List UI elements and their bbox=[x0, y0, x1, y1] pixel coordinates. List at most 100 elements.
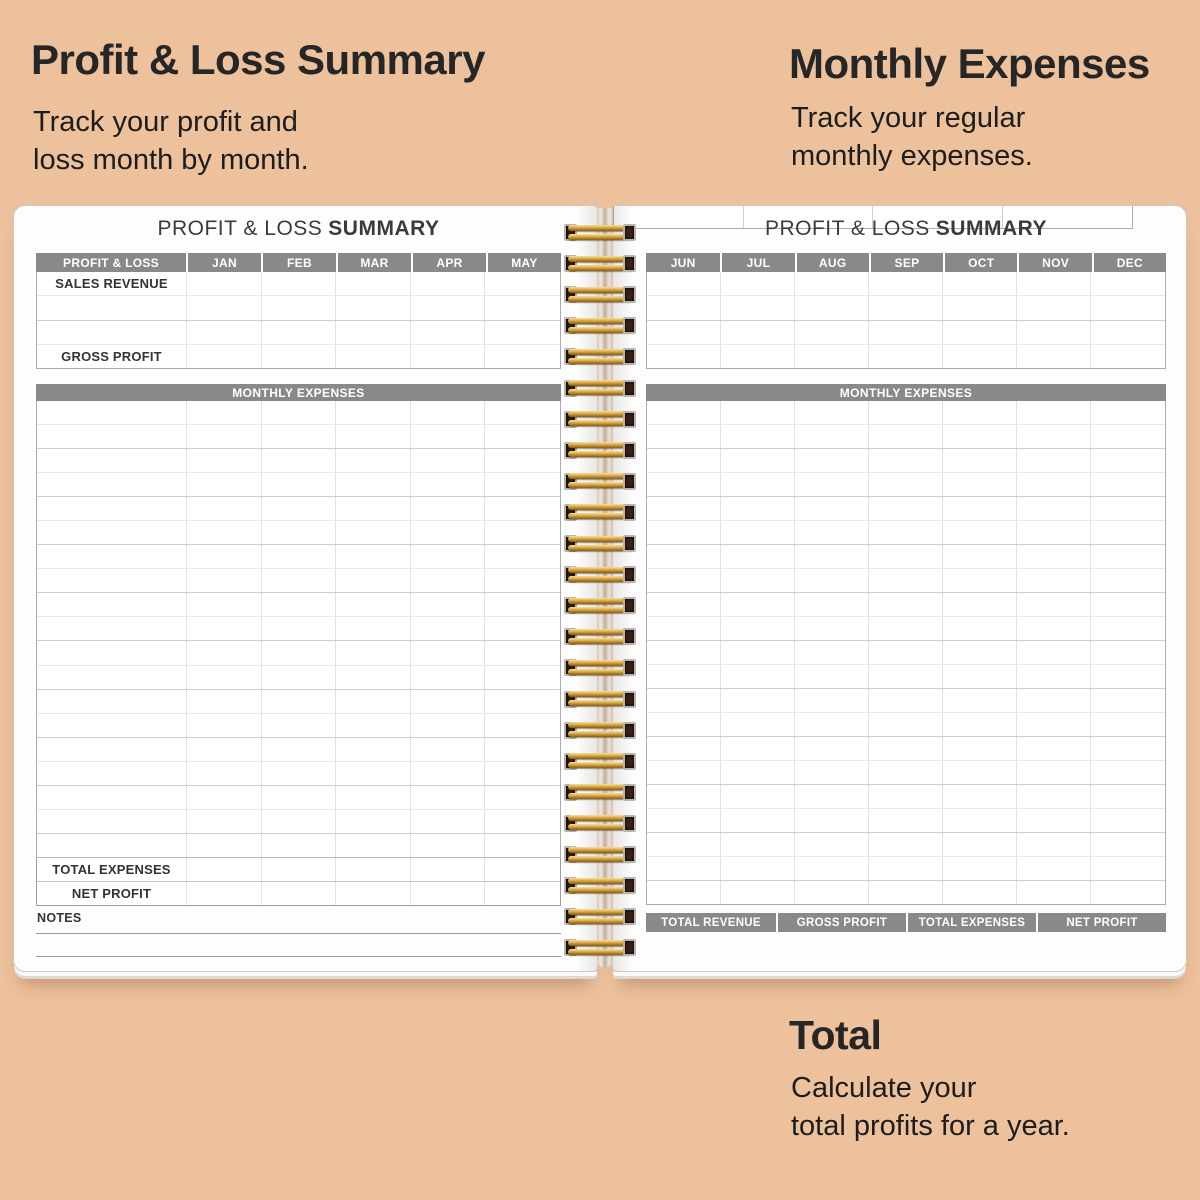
grid-cell bbox=[411, 425, 486, 449]
grid-cell bbox=[795, 617, 869, 640]
row-label: GROSS PROFIT bbox=[37, 344, 187, 368]
grid-cell bbox=[411, 473, 486, 497]
grid-cell bbox=[187, 521, 262, 545]
grid-cell bbox=[485, 521, 560, 544]
grid-cell bbox=[721, 737, 795, 760]
annotation-line: Track your profit and bbox=[33, 106, 298, 138]
grid-cell bbox=[943, 344, 1017, 368]
table-row bbox=[647, 641, 1165, 665]
summary-header-cell: GROSS PROFIT bbox=[776, 913, 906, 932]
grid-cell bbox=[721, 713, 795, 736]
grid-cell bbox=[336, 545, 411, 569]
grid-cell bbox=[795, 320, 869, 344]
table-row bbox=[647, 689, 1165, 713]
grid-cell bbox=[647, 737, 721, 760]
month-header-row: PROFIT & LOSS JAN FEB MAR APR MAY bbox=[36, 253, 561, 272]
grid-cell bbox=[1091, 345, 1165, 368]
grid-cell bbox=[795, 593, 869, 616]
table-row bbox=[647, 449, 1165, 473]
grid-cell bbox=[411, 401, 486, 425]
grid-cell bbox=[869, 401, 943, 424]
grid-cell bbox=[869, 833, 943, 856]
grid-cell bbox=[1091, 473, 1165, 496]
grid-cell bbox=[1017, 449, 1091, 472]
grid-cell bbox=[187, 833, 262, 857]
grid-cell bbox=[336, 521, 411, 545]
header-cell: JUN bbox=[670, 255, 696, 270]
grid-cell bbox=[647, 833, 721, 856]
grid-cell bbox=[647, 296, 721, 320]
grid-cell bbox=[336, 617, 411, 641]
table-row bbox=[647, 425, 1165, 449]
grid-cell bbox=[1091, 881, 1165, 904]
grid-cell bbox=[869, 617, 943, 640]
grid-cell bbox=[262, 521, 337, 545]
grid-cell bbox=[336, 737, 411, 761]
grid-cell bbox=[943, 737, 1017, 760]
grid-cell bbox=[1017, 272, 1091, 296]
notebook: PROFIT & LOSS SUMMARY PROFIT & LOSS JAN FEB… bbox=[0, 205, 1200, 972]
grid-cell bbox=[411, 272, 486, 296]
grid-cell bbox=[485, 738, 560, 761]
table-row bbox=[37, 641, 560, 666]
grid-cell bbox=[869, 449, 943, 472]
grid-cell bbox=[485, 345, 560, 368]
grid-cell bbox=[411, 833, 486, 857]
grid-cell bbox=[411, 296, 486, 320]
grid-cell bbox=[485, 401, 560, 424]
grid-cell bbox=[411, 713, 486, 737]
summary-cell bbox=[744, 206, 873, 228]
table-row bbox=[647, 473, 1165, 497]
grid-cell bbox=[647, 497, 721, 520]
grid-cell bbox=[869, 593, 943, 616]
grid-cell bbox=[187, 593, 262, 617]
table-row bbox=[647, 272, 1165, 297]
grid-cell bbox=[336, 858, 411, 881]
grid-cell bbox=[187, 344, 262, 368]
header-cell: JAN bbox=[186, 253, 261, 272]
grid-cell bbox=[411, 320, 486, 344]
grid-cell bbox=[262, 761, 337, 785]
header-cell: NOV bbox=[1017, 253, 1091, 272]
grid-cell bbox=[943, 641, 1017, 664]
grid-cell bbox=[37, 296, 187, 320]
grid-cell bbox=[336, 641, 411, 665]
table-row bbox=[37, 809, 560, 834]
grid-cell bbox=[485, 272, 560, 295]
grid-cell bbox=[37, 689, 187, 713]
grid-cell bbox=[869, 344, 943, 368]
grid-cell bbox=[1091, 785, 1165, 808]
grid-cell bbox=[869, 545, 943, 568]
grid-cell bbox=[1091, 401, 1165, 424]
header-cell: DEC bbox=[1091, 253, 1166, 272]
grid-cell bbox=[262, 545, 337, 569]
summary-header-cell: TOTAL REVENUE bbox=[661, 916, 761, 929]
grid-cell bbox=[485, 810, 560, 833]
table-row bbox=[37, 425, 560, 450]
page-title-bold: SUMMARY bbox=[328, 217, 440, 240]
grid-cell bbox=[187, 473, 262, 497]
grid-cell bbox=[37, 593, 187, 617]
revenue-section: SALES REVENUE GROSS PROFIT bbox=[36, 272, 561, 369]
grid-cell bbox=[1091, 617, 1165, 640]
grid-cell bbox=[647, 449, 721, 472]
grid-cell bbox=[1017, 881, 1091, 904]
grid-cell bbox=[721, 497, 795, 520]
header-cell: JUL bbox=[720, 253, 794, 272]
grid-cell bbox=[1091, 593, 1165, 616]
annotation-monthly-expenses-title: Monthly Expenses bbox=[789, 40, 1150, 87]
grid-cell bbox=[647, 425, 721, 448]
table-row bbox=[37, 785, 560, 810]
table-row bbox=[647, 713, 1165, 737]
page-title-bold: SUMMARY bbox=[935, 217, 1048, 240]
grid-cell bbox=[795, 761, 869, 784]
grid-cell bbox=[262, 713, 337, 737]
grid-cell bbox=[262, 882, 337, 905]
grid-cell bbox=[721, 689, 795, 712]
grid-cell bbox=[262, 689, 337, 713]
grid-cell bbox=[721, 593, 795, 616]
grid-cell bbox=[262, 858, 337, 881]
notes-line bbox=[36, 911, 561, 934]
grid-cell bbox=[262, 272, 337, 296]
grid-cell bbox=[1017, 737, 1091, 760]
